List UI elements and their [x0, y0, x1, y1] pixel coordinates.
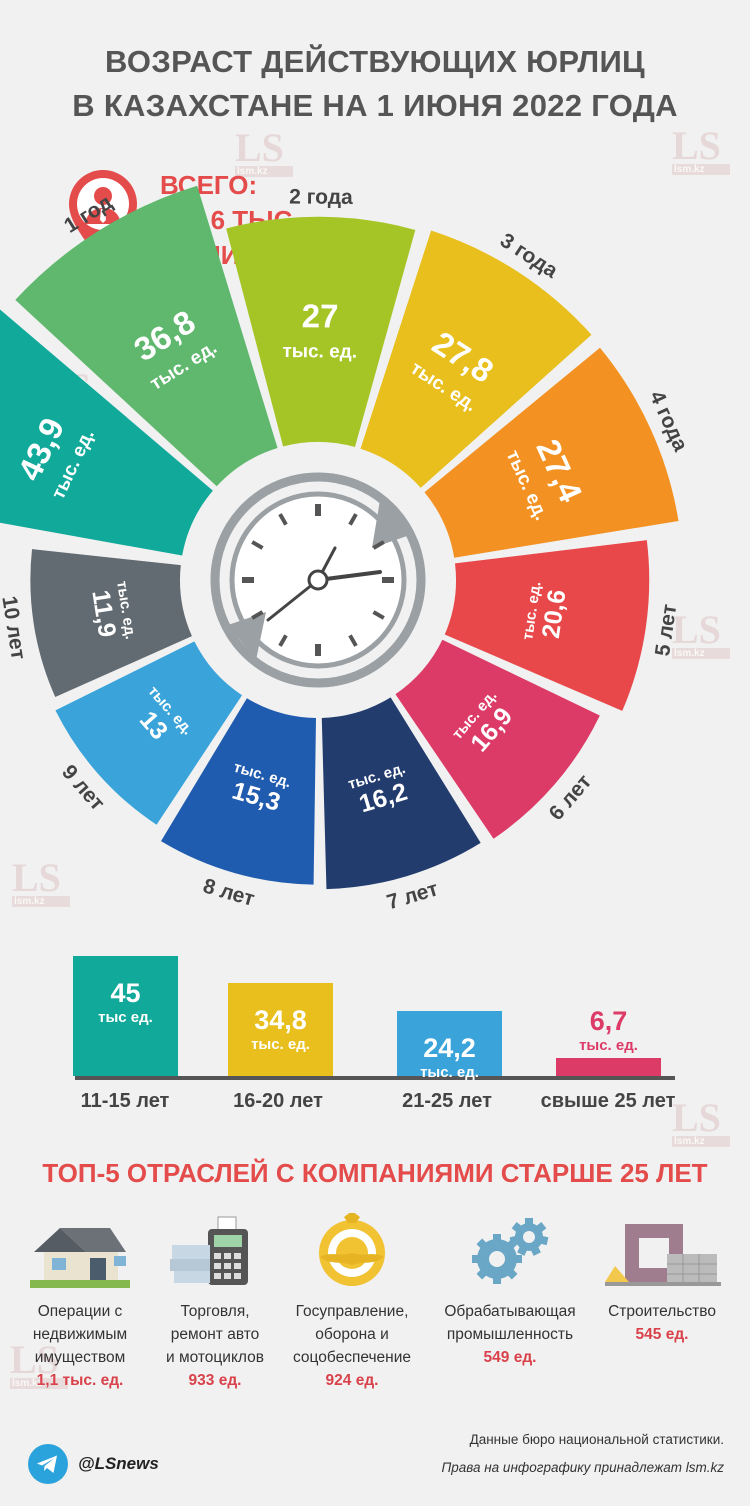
page-title: ВОЗРАСТ ДЕЙСТВУЮЩИХ ЮРЛИЦ В КАЗАХСТАНЕ Н… — [0, 40, 750, 128]
radial-bar-8 — [161, 698, 316, 885]
industry-item: Госуправление, оборона и соцобеспечение 924… — [277, 1300, 427, 1392]
title-line-2: В КАЗАХСТАНЕ НА 1 ИЮНЯ 2022 ГОДА — [72, 88, 678, 123]
radial-bar-9 — [55, 641, 243, 825]
industry-value: 1,1 тыс. ед. — [36, 1372, 124, 1389]
radial-bar-5 — [444, 540, 650, 711]
construction-icon — [605, 1224, 721, 1286]
radial-bar-3 — [360, 230, 592, 488]
industry-label: имуществом — [34, 1349, 126, 1366]
bar-value-label: 6,7 — [589, 1006, 628, 1036]
industry-item: Обрабатывающая промышленность 549 ед. — [435, 1300, 585, 1369]
telegram-handle[interactable]: @LSnews — [78, 1454, 159, 1473]
industry-value: 933 ед. — [188, 1372, 242, 1389]
bar-unit-label: тыс. ед. — [420, 1064, 479, 1082]
radial-category-label: 8 лет — [201, 874, 258, 910]
source-note: Данные бюро национальной статистики. — [469, 1432, 724, 1447]
bar-value-label: 34,8 — [254, 1005, 307, 1036]
industry-label: Операции с — [37, 1303, 123, 1320]
industry-value: 924 ед. — [325, 1372, 379, 1389]
bar-1 — [228, 983, 333, 1076]
industry-label: соцобеспечение — [293, 1349, 411, 1366]
clock-icon — [210, 472, 426, 688]
industry-label: Строительство — [608, 1303, 716, 1320]
radial-category-label: 2 года — [289, 185, 353, 208]
bar-unit-label: тыс. ед. — [579, 1037, 638, 1054]
industry-item: Торговля, ремонт авто и мотоциклов 933 ед. — [140, 1300, 290, 1392]
cash-register-icon — [170, 1216, 248, 1285]
radial-value-label: 20,6 — [537, 588, 572, 640]
bar-unit-label: тыс. ед. — [251, 1036, 310, 1054]
bar-unit-label: тыс ед. — [98, 1009, 153, 1026]
title-line-1: ВОЗРАСТ ДЕЙСТВУЮЩИХ ЮРЛИЦ — [105, 44, 645, 79]
industry-value: 545 ед. — [635, 1326, 689, 1343]
industry-label: промышленность — [446, 1326, 574, 1343]
industry-item: Операции с недвижимым имуществом 1,1 тыс. е… — [5, 1300, 155, 1392]
industry-label: Обрабатывающая — [444, 1303, 576, 1320]
radial-bar-4 — [424, 347, 679, 558]
industry-item: Строительство 545 ед. — [587, 1300, 737, 1346]
state-emblem-icon — [319, 1213, 385, 1286]
radial-category-label: 5 лет — [651, 603, 681, 658]
radial-bar-7 — [321, 697, 481, 890]
radial-category-label: 7 лет — [384, 877, 441, 914]
industry-label: недвижимым — [32, 1326, 128, 1343]
industries-title: ТОП-5 ОТРАСЛЕЙ С КОМПАНИЯМИ СТАРШЕ 25 ЛЕ… — [42, 1158, 708, 1188]
industry-label: оборона и — [315, 1326, 389, 1343]
radial-unit-label: тыс. ед. — [282, 341, 357, 363]
industry-label: Торговля, — [180, 1303, 250, 1320]
bar-3 — [556, 1058, 661, 1076]
location-pin-person-icon — [69, 170, 137, 268]
industry-label: Госуправление, — [295, 1303, 409, 1320]
radial-bar-0 — [0, 309, 213, 556]
bar-chart-baseline — [75, 1076, 675, 1080]
bar-category-label: 11-15 лет — [80, 1090, 170, 1112]
bar-0 — [73, 956, 178, 1076]
telegram-icon[interactable] — [28, 1444, 68, 1484]
radial-value-label: 27 — [302, 297, 339, 334]
industry-value: 549 ед. — [483, 1349, 537, 1366]
industry-label: ремонт авто — [170, 1326, 260, 1343]
radial-bar-1 — [15, 185, 278, 487]
rights-note: Права на инфографику принадлежат lsm.kz — [441, 1460, 724, 1475]
bar-category-label: 16-20 лет — [233, 1090, 323, 1112]
bar-value-label: 24,2 — [423, 1033, 476, 1064]
radial-bar-10 — [30, 549, 192, 698]
gears-icon — [472, 1218, 549, 1284]
house-icon — [30, 1228, 130, 1288]
industry-label: и мотоциклов — [165, 1349, 264, 1366]
bar-category-label: 21-25 лет — [402, 1090, 492, 1112]
bar-value-label: 45 — [110, 978, 141, 1008]
radial-bar-2 — [226, 216, 416, 448]
radial-category-label: 10 лет — [0, 594, 30, 661]
bar-2 — [397, 1011, 502, 1076]
bar-category-label: свыше 25 лет — [540, 1090, 676, 1112]
radial-bar-6 — [395, 639, 600, 839]
